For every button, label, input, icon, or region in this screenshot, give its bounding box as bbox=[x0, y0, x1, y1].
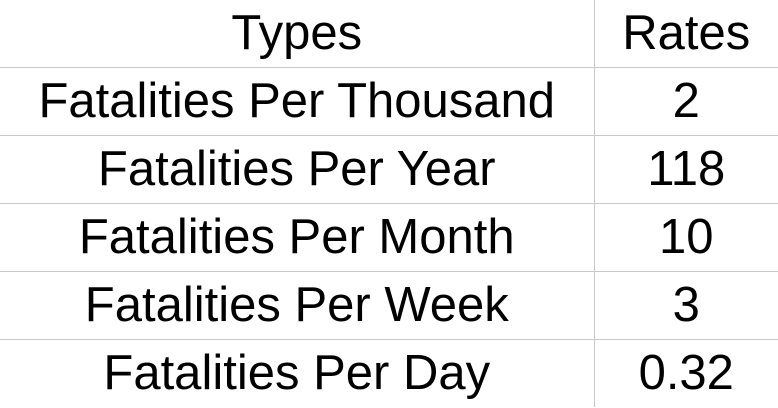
rate-cell: 3 bbox=[593, 271, 778, 340]
table-row: Fatalities Per Day 0.32 bbox=[0, 339, 778, 407]
type-cell: Fatalities Per Thousand bbox=[0, 67, 595, 136]
header-row: Types Rates bbox=[0, 0, 778, 68]
table-row: Fatalities Per Week 3 bbox=[0, 271, 778, 340]
type-cell: Fatalities Per Day bbox=[0, 339, 595, 407]
rate-cell: 118 bbox=[593, 135, 778, 204]
rate-cell: 10 bbox=[593, 203, 778, 272]
rate-cell: 2 bbox=[593, 67, 778, 136]
type-cell: Fatalities Per Week bbox=[0, 271, 595, 340]
type-cell: Fatalities Per Year bbox=[0, 135, 595, 204]
table-row: Fatalities Per Year 118 bbox=[0, 135, 778, 204]
rate-cell: 0.32 bbox=[593, 339, 778, 407]
header-cell-types: Types bbox=[0, 0, 595, 68]
type-cell: Fatalities Per Month bbox=[0, 203, 595, 272]
table-row: Fatalities Per Thousand 2 bbox=[0, 67, 778, 136]
table-row: Fatalities Per Month 10 bbox=[0, 203, 778, 272]
header-cell-rates: Rates bbox=[593, 0, 778, 68]
